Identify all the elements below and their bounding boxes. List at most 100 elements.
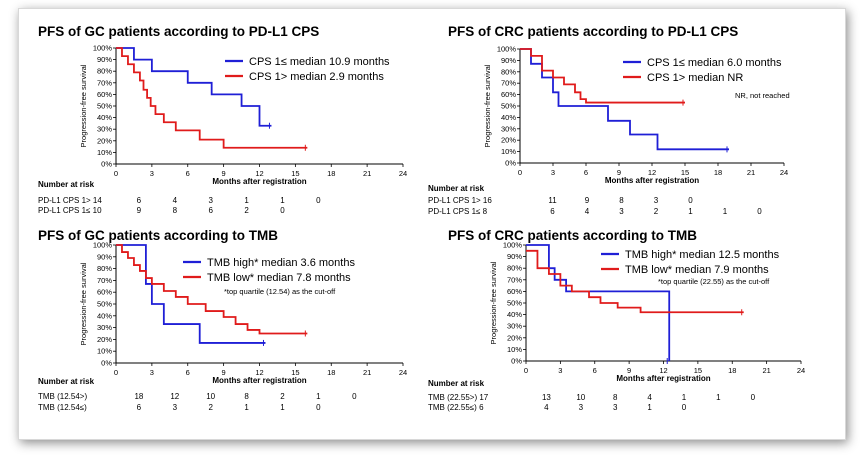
risk-value: 0 <box>316 403 321 412</box>
y-axis-label: Progression-free survival <box>489 261 498 344</box>
y-tick-label: 60% <box>97 288 112 297</box>
y-tick-label: 80% <box>97 67 112 76</box>
figure-frame <box>18 8 846 440</box>
risk-value: 3 <box>619 207 624 216</box>
y-tick-label: 50% <box>507 299 522 308</box>
chart-note: NR, not reached <box>735 91 790 100</box>
risk-row-label: PD-L1 CPS 1≤ 8 <box>428 207 488 216</box>
x-tick-label: 18 <box>327 169 335 178</box>
x-tick-label: 9 <box>627 366 631 375</box>
y-tick-label: 70% <box>97 276 112 285</box>
risk-value: 9 <box>137 206 142 215</box>
x-tick-label: 21 <box>363 169 371 178</box>
risk-value: 1 <box>280 403 285 412</box>
risk-value: 1 <box>688 207 693 216</box>
legend-label-1: CPS 1≤ median 6.0 months <box>647 57 782 69</box>
legend-label-1: CPS 1≤ median 10.9 months <box>249 56 390 68</box>
y-tick-label: 40% <box>97 311 112 320</box>
chart-title: PFS of CRC patients according to TMB <box>448 228 697 243</box>
risk-row-label: TMB (12.54≤) <box>38 403 87 412</box>
risk-value: 1 <box>647 403 652 412</box>
y-tick-label: 90% <box>97 252 112 261</box>
risk-value: 11 <box>548 196 557 205</box>
x-tick-label: 3 <box>551 168 555 177</box>
y-tick-label: 100% <box>503 241 523 250</box>
risk-value: 1 <box>244 403 249 412</box>
x-tick-label: 12 <box>659 366 667 375</box>
legend-label-2: CPS 1> median 2.9 months <box>249 71 384 83</box>
x-tick-label: 6 <box>186 368 190 377</box>
y-tick-label: 80% <box>501 67 516 76</box>
risk-row-label: TMB (12.54>) <box>38 392 87 401</box>
chart-title: PFS of GC patients according to PD-L1 CP… <box>38 24 319 39</box>
risk-value: 4 <box>647 393 652 402</box>
risk-value: 3 <box>613 403 618 412</box>
x-tick-label: 21 <box>363 368 371 377</box>
x-tick-label: 9 <box>222 169 226 178</box>
x-tick-label: 24 <box>797 366 805 375</box>
x-tick-label: 18 <box>714 168 722 177</box>
y-tick-label: 30% <box>97 323 112 332</box>
legend-label-1: TMB high* median 3.6 months <box>207 257 355 269</box>
risk-value: 1 <box>316 392 321 401</box>
y-tick-label: 40% <box>97 113 112 122</box>
x-tick-label: 24 <box>399 368 407 377</box>
risk-value: 3 <box>208 196 213 205</box>
risk-row-label: TMB (22.55>) 17 <box>428 393 489 402</box>
risk-value: 4 <box>173 196 178 205</box>
y-tick-label: 0% <box>101 160 112 169</box>
y-tick-label: 20% <box>97 335 112 344</box>
km-curve-2 <box>116 47 308 149</box>
y-tick-label: 20% <box>507 333 522 342</box>
x-tick-label: 0 <box>114 368 118 377</box>
risk-value: 0 <box>688 196 693 205</box>
km-panel-4: PFS of CRC patients according to TMB0%10… <box>428 228 805 412</box>
y-tick-label: 70% <box>501 79 516 88</box>
km-curve-1 <box>526 244 671 361</box>
km-curve-1 <box>116 244 266 344</box>
x-tick-label: 12 <box>648 168 656 177</box>
risk-value: 0 <box>751 393 756 402</box>
x-tick-label: 15 <box>694 366 702 375</box>
y-tick-label: 90% <box>507 252 522 261</box>
y-tick-label: 30% <box>97 125 112 134</box>
risk-value: 3 <box>173 403 178 412</box>
y-tick-label: 70% <box>507 275 522 284</box>
y-tick-label: 50% <box>97 102 112 111</box>
risk-value: 10 <box>576 393 585 402</box>
chart-note: *top quartile (12.54) as the cut-off <box>224 287 336 296</box>
x-axis-label: Months after registration <box>605 176 699 185</box>
y-tick-label: 40% <box>507 310 522 319</box>
risk-value: 2 <box>654 207 659 216</box>
risk-value: 1 <box>716 393 721 402</box>
y-tick-label: 10% <box>507 345 522 354</box>
risk-row-label: PD-L1 CPS 1> 16 <box>428 196 492 205</box>
y-tick-label: 50% <box>97 300 112 309</box>
y-axis-label: Progression-free survival <box>483 64 492 147</box>
risk-value: 0 <box>280 206 285 215</box>
y-tick-label: 20% <box>501 136 516 145</box>
risk-value: 6 <box>208 206 213 215</box>
y-tick-label: 100% <box>93 241 113 250</box>
risk-value: 8 <box>613 393 618 402</box>
risk-value: 8 <box>173 206 178 215</box>
y-tick-label: 100% <box>497 45 517 54</box>
risk-value: 4 <box>585 207 590 216</box>
x-tick-label: 6 <box>584 168 588 177</box>
risk-value: 0 <box>682 403 687 412</box>
risk-value: 6 <box>550 207 555 216</box>
x-tick-label: 6 <box>593 366 597 375</box>
risk-value: 8 <box>619 196 624 205</box>
km-curve-2 <box>526 249 744 314</box>
km-curve-1 <box>116 47 272 127</box>
x-tick-label: 21 <box>762 366 770 375</box>
risk-value: 3 <box>654 196 659 205</box>
y-tick-label: 90% <box>501 56 516 65</box>
y-tick-label: 90% <box>97 55 112 64</box>
y-tick-label: 60% <box>501 90 516 99</box>
km-curve-2 <box>116 244 308 335</box>
x-axis-label: Months after registration <box>616 374 710 383</box>
risk-value: 0 <box>316 196 321 205</box>
legend-label-2: CPS 1> median NR <box>647 72 743 84</box>
